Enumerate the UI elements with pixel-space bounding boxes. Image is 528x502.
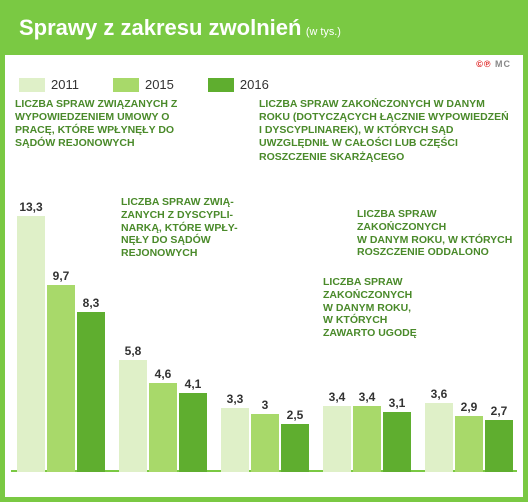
bar: 3,4: [323, 406, 351, 472]
legend-label: 2015: [145, 77, 174, 92]
bar-group: 3,43,43,1: [323, 406, 411, 472]
bar-value: 2,5: [287, 408, 304, 422]
group-label: LICZBA SPRAWZAKOŃCZONYCHW DANYM ROKU,W K…: [323, 276, 433, 340]
bar-value: 2,7: [491, 404, 508, 418]
top-labels-row: LICZBA SPRAW ZWIĄZANYCH Z WYPOWIEDZENIEM…: [5, 98, 523, 186]
copyright-mark: ©℗: [476, 59, 491, 69]
bar-value: 3: [262, 398, 269, 412]
bar: 4,6: [149, 383, 177, 472]
bar-value: 2,9: [461, 400, 478, 414]
bar: 4,1: [179, 393, 207, 472]
bar: 5,8: [119, 360, 147, 472]
bar-value: 4,1: [185, 377, 202, 391]
bar-group: 3,332,5: [221, 408, 309, 472]
group-label: LICZBA SPRAW ZWIĄ-ZANYCH Z DYSCYPLI-NARK…: [121, 196, 251, 260]
bar-value: 8,3: [83, 296, 100, 310]
author-initials: MC: [495, 59, 511, 69]
chart-subtitle: (w tys.): [306, 26, 341, 38]
bar: 3,4: [353, 406, 381, 472]
bar-value: 9,7: [53, 269, 70, 283]
bar: 13,3: [17, 216, 45, 473]
chart-area: 13,39,78,3LICZBA SPRAW ZWIĄ-ZANYCH Z DYS…: [11, 186, 517, 472]
bar-group: 3,62,92,7: [425, 403, 513, 472]
chart-card: Sprawy z zakresu zwolnień (w tys.) ©℗ MC…: [0, 0, 528, 502]
legend-item: 2015: [113, 77, 174, 92]
legend-swatch: [208, 78, 234, 92]
bar-group: 5,84,64,1: [119, 360, 207, 472]
bar-value: 3,4: [359, 390, 376, 404]
legend-label: 2011: [51, 77, 79, 92]
bar: 3,3: [221, 408, 249, 472]
bar-value: 3,6: [431, 387, 448, 401]
legend-label: 2016: [240, 77, 269, 92]
bar-value: 4,6: [155, 367, 172, 381]
legend-swatch: [113, 78, 139, 92]
header: Sprawy z zakresu zwolnień (w tys.): [5, 5, 523, 55]
bar-value: 3,4: [329, 390, 346, 404]
bar: 9,7: [47, 285, 75, 472]
bar: 8,3: [77, 312, 105, 472]
bar-group: 13,39,78,3: [17, 216, 105, 473]
bar: 2,9: [455, 416, 483, 472]
legend-item: 2016: [208, 77, 269, 92]
bar: 3,6: [425, 403, 453, 472]
group-label: LICZBA SPRAW ZAKOŃCZONYCH W DANYM ROKU (…: [259, 98, 513, 164]
bar-value: 3,1: [389, 396, 406, 410]
attribution: ©℗ MC: [476, 59, 511, 69]
bar-value: 3,3: [227, 392, 244, 406]
legend-swatch: [19, 78, 45, 92]
group-label: LICZBA SPRAW ZAKOŃCZONYCHW DANYM ROKU, W…: [357, 208, 521, 259]
bar: 2,5: [281, 424, 309, 472]
bar-value: 13,3: [19, 200, 42, 214]
bar: 3: [251, 414, 279, 472]
bar-value: 5,8: [125, 344, 142, 358]
legend: 2011 2015 2016: [5, 55, 523, 98]
bar: 3,1: [383, 412, 411, 472]
legend-item: 2011: [19, 77, 79, 92]
group-label: LICZBA SPRAW ZWIĄZANYCH Z WYPOWIEDZENIEM…: [15, 98, 183, 151]
bar: 2,7: [485, 420, 513, 472]
chart-title: Sprawy z zakresu zwolnień: [19, 15, 301, 40]
